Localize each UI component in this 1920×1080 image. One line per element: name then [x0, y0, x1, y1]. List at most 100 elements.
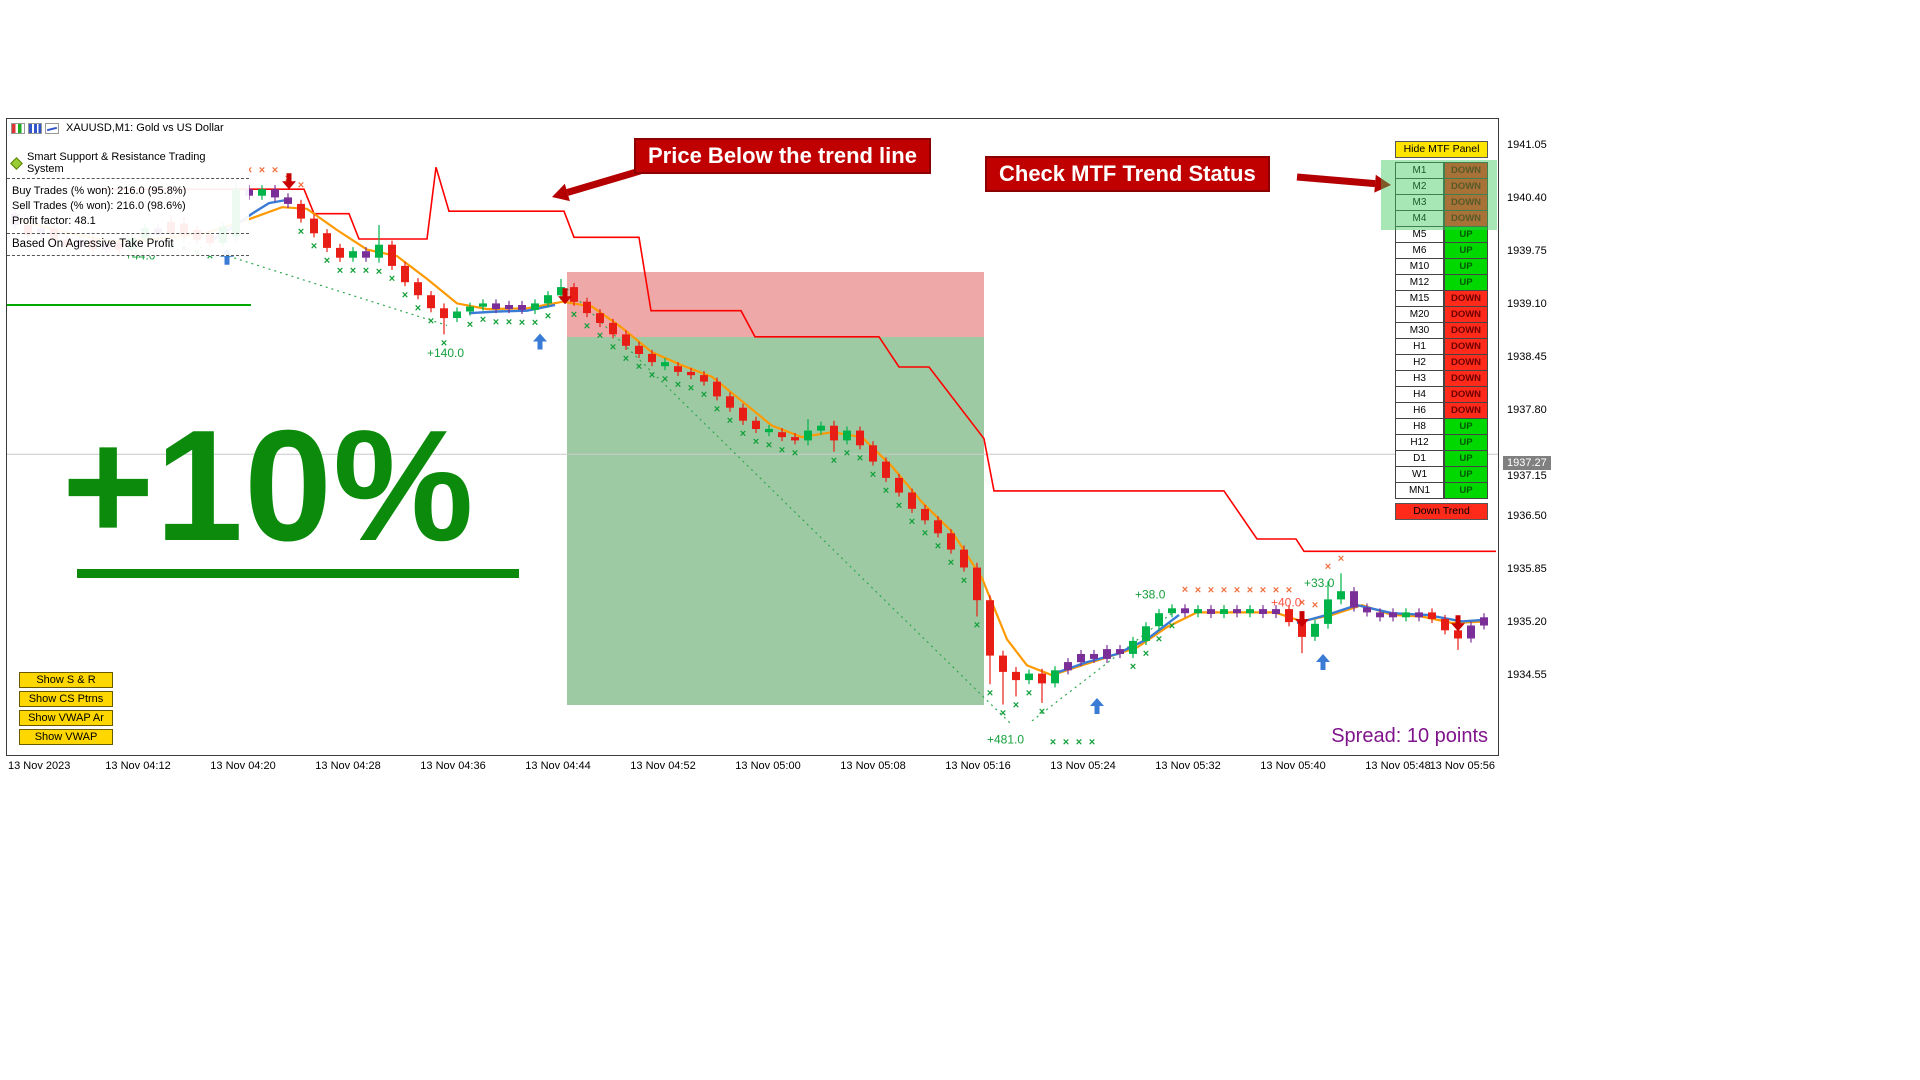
tp-mark: × — [753, 436, 759, 448]
candle-body — [1311, 623, 1319, 637]
tp-mark: × — [298, 226, 304, 238]
mtf-trend-status: UP — [1444, 418, 1488, 435]
show-sr-button[interactable]: Show S & R — [19, 672, 113, 688]
mtf-row-h1: H1 DOWN — [1395, 338, 1488, 355]
mtf-timeframe-label: M30 — [1395, 322, 1444, 339]
candle-body — [1259, 609, 1267, 614]
time-label: 13 Nov 05:32 — [1155, 760, 1221, 772]
tp-mark: × — [1050, 736, 1056, 748]
candle-body — [622, 334, 630, 346]
mtf-timeframe-label: M20 — [1395, 306, 1444, 323]
mtf-timeframe-label: MN1 — [1395, 482, 1444, 499]
time-label: 13 Nov 05:08 — [840, 760, 906, 772]
mtf-trend-status: UP — [1444, 242, 1488, 259]
resistance-mark: × — [1338, 553, 1344, 565]
show-cs-ptrns-button[interactable]: Show CS Ptrns — [19, 691, 113, 707]
tp-mark: × — [1156, 634, 1162, 646]
candle-body — [947, 533, 955, 550]
tp-mark: × — [961, 575, 967, 587]
candle-body — [362, 251, 370, 258]
candle-body — [570, 287, 578, 302]
chart-window: × × × × × × × × × × × × × × × × × × × × × × × × × × × × × × × × × × × × × × × ×… — [6, 118, 1562, 782]
resistance-mark: × — [1208, 585, 1214, 597]
profit-label: +33.0 — [1304, 576, 1335, 590]
mtf-trend-status: UP — [1444, 450, 1488, 467]
mtf-trend-status: UP — [1444, 434, 1488, 451]
mtf-timeframe-label: H4 — [1395, 386, 1444, 403]
tp-mark: × — [922, 528, 928, 540]
candle-body — [1194, 609, 1202, 614]
tp-mark: × — [792, 448, 798, 460]
tp-mark: × — [363, 265, 369, 277]
candle-body — [414, 282, 422, 296]
mtf-timeframe-label: M6 — [1395, 242, 1444, 259]
show-vwap-button[interactable]: Show VWAP — [19, 729, 113, 745]
mtf-trend-banner: Down Trend — [1395, 503, 1488, 520]
tp-mark: × — [1130, 661, 1136, 673]
mtf-trend-status: DOWN — [1444, 290, 1488, 307]
candle-body — [323, 233, 331, 248]
candle-body — [453, 311, 461, 318]
chart-canvas[interactable]: × × × × × × × × × × × × × × × × × × × × × × × × × × × × × × × × × × × × × × × ×… — [7, 119, 1498, 755]
mtf-row-d1: D1 UP — [1395, 450, 1488, 467]
hide-mtf-panel-button[interactable]: Hide MTF Panel — [1395, 141, 1488, 158]
mtf-row-m2: M2 DOWN — [1395, 178, 1488, 195]
candle-body — [427, 295, 435, 309]
mtf-trend-status: DOWN — [1444, 338, 1488, 355]
time-scale[interactable]: 13 Nov 2023 13 Nov 04:12 13 Nov 04:20 13 No… — [6, 758, 1499, 776]
candle-body — [1441, 618, 1449, 631]
price-label: 1937.80 — [1507, 404, 1547, 416]
tp-mark: × — [896, 500, 902, 512]
tp-mark: × — [1013, 700, 1019, 712]
candle-body — [1246, 609, 1254, 614]
tp-mark: × — [545, 311, 551, 323]
sell-arrow — [282, 173, 296, 190]
price-scale[interactable]: 1941.05 1940.40 1939.75 1939.10 1938.45 1937.… — [1501, 118, 1559, 756]
mtf-row-w1: W1 UP — [1395, 466, 1488, 483]
candle-body — [401, 265, 409, 283]
tp-mark: × — [1000, 708, 1006, 720]
sell-arrow — [1451, 615, 1465, 632]
candle-body — [1142, 626, 1150, 641]
candle-body — [908, 492, 916, 509]
tp-mark: × — [844, 448, 850, 460]
candle-body — [1207, 609, 1215, 614]
tp-mark: × — [1076, 736, 1082, 748]
profit-label: +38.0 — [1135, 588, 1166, 602]
candle-body — [739, 407, 747, 421]
show-vwap-ar-button[interactable]: Show VWAP Ar — [19, 710, 113, 726]
candle-body — [531, 303, 539, 310]
mtf-row-h3: H3 DOWN — [1395, 370, 1488, 387]
chart-plot-area[interactable]: × × × × × × × × × × × × × × × × × × × × × × × × × × × × × × × × × × × × × × × ×… — [6, 118, 1499, 756]
profit-percent-overlay: +10% — [62, 398, 475, 574]
candle-body — [466, 306, 474, 312]
trailing-dotted-line — [566, 288, 1013, 726]
candle-body — [1129, 640, 1137, 654]
candle-body — [778, 432, 786, 438]
callout-arrow-head — [552, 183, 570, 202]
candle-body — [895, 477, 903, 493]
candle-body — [1168, 608, 1176, 614]
candle-body — [960, 549, 968, 568]
price-label: 1940.40 — [1507, 192, 1547, 204]
tp-mark: × — [870, 469, 876, 481]
mtf-trend-status: UP — [1444, 274, 1488, 291]
callout-arrow-head — [1374, 174, 1391, 193]
sell-arrow — [558, 288, 572, 305]
candle-body — [583, 301, 591, 314]
tp-mark: × — [1063, 736, 1069, 748]
mtf-timeframe-label: D1 — [1395, 450, 1444, 467]
mtf-trend-status: DOWN — [1444, 210, 1488, 227]
mtf-trend-status: UP — [1444, 258, 1488, 275]
candle-body — [1051, 670, 1059, 684]
resistance-mark: × — [298, 179, 304, 191]
candle-body — [479, 303, 487, 307]
candle-body — [713, 381, 721, 397]
mtf-timeframe-label: H8 — [1395, 418, 1444, 435]
candle-body — [284, 197, 292, 204]
candle-body — [1298, 622, 1306, 637]
mtf-trend-status: UP — [1444, 482, 1488, 499]
mtf-timeframe-label: M12 — [1395, 274, 1444, 291]
mtf-row-h6: H6 DOWN — [1395, 402, 1488, 419]
